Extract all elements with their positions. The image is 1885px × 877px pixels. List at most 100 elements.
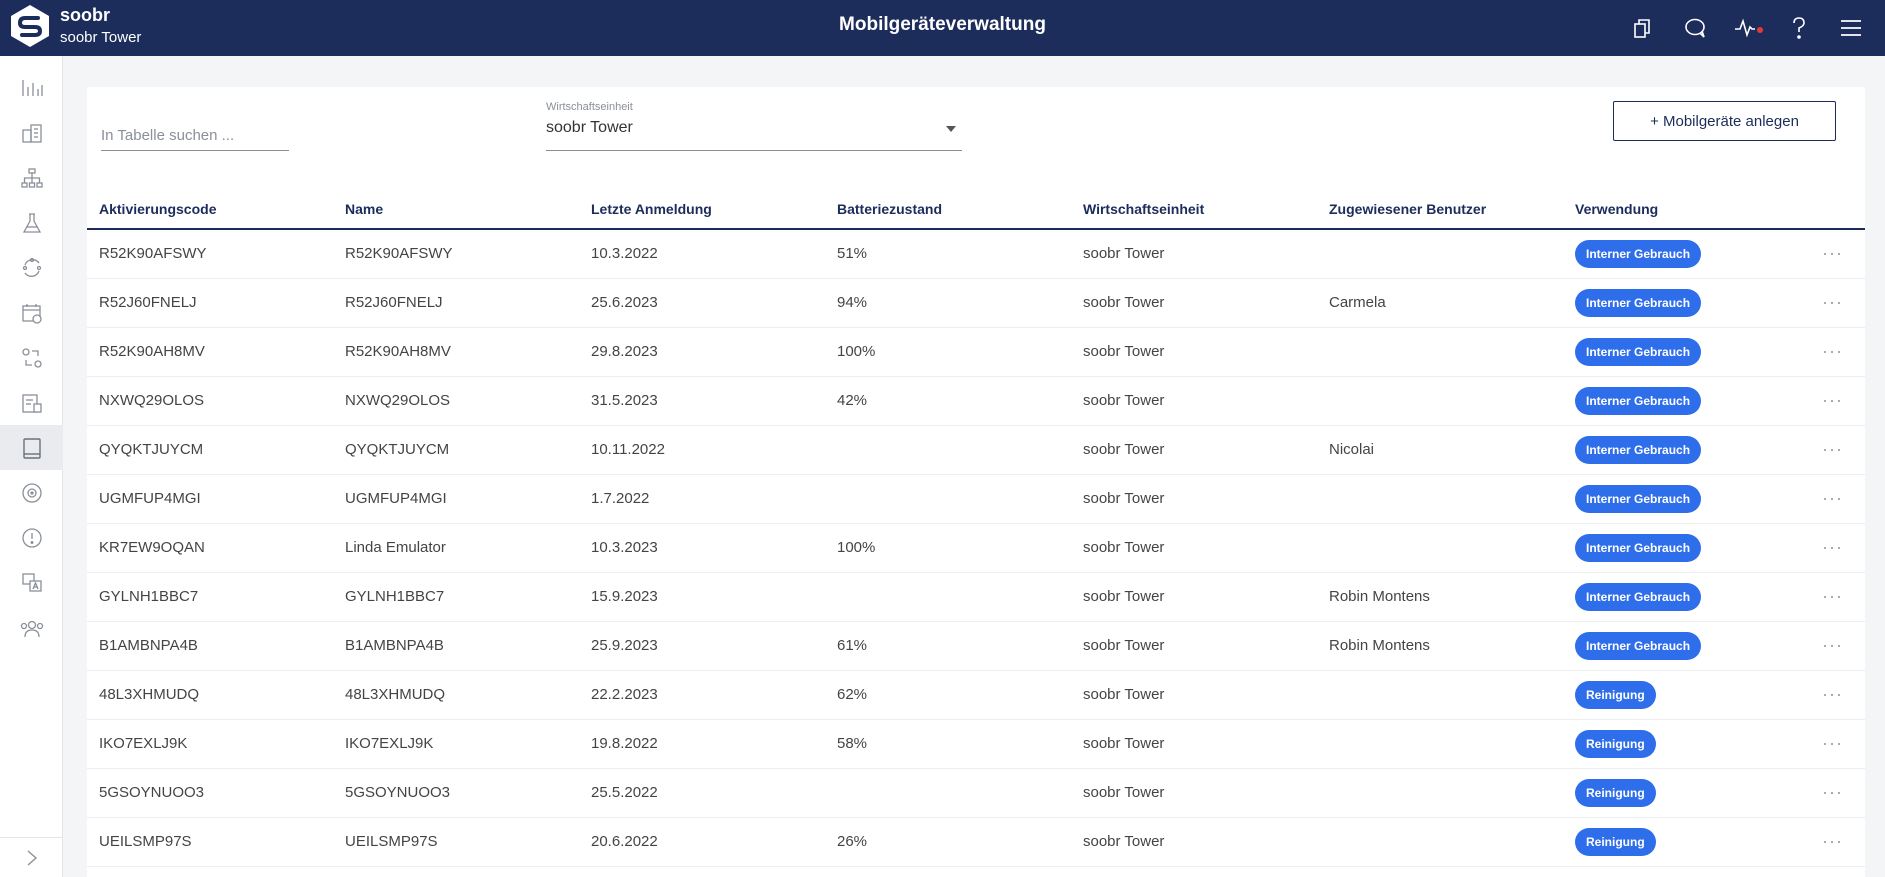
business-unit-cell: soobr Tower	[1071, 817, 1317, 867]
table-row[interactable]: UGMFUP4MGI UGMFUP4MGI 1.7.2022 soobr Tower I…	[87, 474, 1865, 524]
assigned-user-cell: Carmela	[1317, 278, 1563, 328]
usage-badge: Interner Gebrauch	[1575, 386, 1702, 415]
usage-cell: Interner Gebrauch	[1563, 572, 1809, 622]
column-header[interactable]: Zugewiesener Benutzer	[1317, 189, 1563, 230]
search-input[interactable]	[101, 121, 289, 151]
column-header[interactable]: Verwendung	[1563, 189, 1809, 230]
usage-cell: Interner Gebrauch	[1563, 523, 1809, 573]
column-header[interactable]: Letzte Anmeldung	[579, 189, 825, 230]
business-unit-cell: soobr Tower	[1071, 327, 1317, 377]
row-more-icon[interactable]: ···	[1809, 376, 1865, 426]
translate-icon[interactable]	[0, 560, 63, 605]
row-more-icon[interactable]: ···	[1809, 327, 1865, 377]
tablet-icon[interactable]	[0, 425, 63, 470]
last-login-cell: 10.11.2022	[579, 425, 825, 475]
business-unit-cell: soobr Tower	[1071, 670, 1317, 720]
code-cell: R52K90AH8MV	[87, 327, 333, 377]
column-header[interactable]: Aktivierungscode	[87, 189, 333, 230]
row-more-icon[interactable]: ···	[1809, 425, 1865, 475]
table-row[interactable]: 48L3XHMUDQ 48L3XHMUDQ 22.2.2023 62% soobr To…	[87, 670, 1865, 720]
table-row[interactable]: GYLNH1BBC7 GYLNH1BBC7 15.9.2023 soobr Tower…	[87, 572, 1865, 622]
business-unit-cell: soobr Tower	[1071, 474, 1317, 524]
table-row[interactable]: 5GSOYNUOO3 5GSOYNUOO3 25.5.2022 soobr Tower…	[87, 768, 1865, 818]
row-more-icon[interactable]: ···	[1809, 817, 1865, 867]
column-header-actions	[1809, 189, 1865, 230]
usage-cell: Interner Gebrauch	[1563, 425, 1809, 475]
copy-icon[interactable]	[1627, 12, 1659, 44]
last-login-cell: 22.2.2023	[579, 670, 825, 720]
row-more-icon[interactable]: ···	[1809, 229, 1865, 279]
calendar-icon[interactable]	[0, 290, 63, 335]
sidebar-expand-button[interactable]	[0, 837, 63, 877]
cycle-icon[interactable]	[0, 245, 63, 290]
table-row[interactable]: KR7EW9OQAN Linda Emulator 10.3.2023 100% soo…	[87, 523, 1865, 573]
name-cell: R52J60FNELJ	[333, 278, 579, 328]
assigned-user-cell	[1317, 327, 1563, 377]
table-row[interactable]: QYQKTJUYCM QYQKTJUYCM 10.11.2022 soobr Towe…	[87, 425, 1865, 475]
row-more-icon[interactable]: ···	[1809, 768, 1865, 818]
battery-cell: 26%	[825, 817, 1071, 867]
bar-chart-icon[interactable]	[0, 65, 63, 110]
brand[interactable]: soobr soobr Tower	[8, 4, 141, 48]
table-row[interactable]: NXWQ29OLOS NXWQ29OLOS 31.5.2023 42% soobr To…	[87, 376, 1865, 426]
content-card: Wirtschaftseinheit soobr Tower + Mobilge…	[87, 87, 1865, 877]
column-header[interactable]: Wirtschaftseinheit	[1071, 189, 1317, 230]
row-more-icon[interactable]: ···	[1809, 670, 1865, 720]
name-cell: 48L3XHMUDQ	[333, 670, 579, 720]
table-row[interactable]: IKO7EXLJ9K IKO7EXLJ9K 19.8.2022 58% soobr To…	[87, 719, 1865, 769]
name-cell: B1AMBNPA4B	[333, 621, 579, 671]
battery-cell: 61%	[825, 621, 1071, 671]
table-row[interactable]: R52J60FNELJ R52J60FNELJ 25.6.2023 94% soobr …	[87, 278, 1865, 328]
row-more-icon[interactable]: ···	[1809, 719, 1865, 769]
table-row[interactable]: R52K90AFSWY R52K90AFSWY 10.3.2022 51% soobr …	[87, 229, 1865, 279]
building-icon[interactable]	[0, 110, 63, 155]
table-row[interactable]: UEILSMP97S UEILSMP97S 20.6.2022 26% soobr To…	[87, 817, 1865, 867]
assigned-user-cell: Nicolai	[1317, 425, 1563, 475]
usage-badge: Interner Gebrauch	[1575, 484, 1702, 513]
battery-cell: 100%	[825, 523, 1071, 573]
chevron-right-icon	[27, 849, 37, 866]
name-cell: UGMFUP4MGI	[333, 474, 579, 524]
business-unit-cell: soobr Tower	[1071, 523, 1317, 573]
help-icon[interactable]	[1783, 12, 1815, 44]
row-more-icon[interactable]: ···	[1809, 278, 1865, 328]
name-cell: R52K90AFSWY	[333, 229, 579, 279]
code-cell: B1AMBNPA4B	[87, 621, 333, 671]
target-icon[interactable]	[0, 470, 63, 515]
page-title: Mobilgeräteverwaltung	[839, 14, 1046, 35]
pulse-icon[interactable]	[1731, 12, 1763, 44]
code-cell: NXWQ29OLOS	[87, 376, 333, 426]
usage-badge: Reinigung	[1575, 680, 1656, 709]
menu-icon[interactable]	[1835, 12, 1867, 44]
usage-badge: Interner Gebrauch	[1575, 337, 1702, 366]
row-more-icon[interactable]: ···	[1809, 572, 1865, 622]
sidebar	[0, 56, 63, 877]
table-row[interactable]: R52K90AH8MV R52K90AH8MV 29.8.2023 100% soobr…	[87, 327, 1865, 377]
row-more-icon[interactable]: ···	[1809, 474, 1865, 524]
name-cell: R52K90AH8MV	[333, 327, 579, 377]
chat-icon[interactable]	[1679, 12, 1711, 44]
hierarchy-icon[interactable]	[0, 155, 63, 200]
table-row[interactable]: B1AMBNPA4B B1AMBNPA4B 25.9.2023 61% soobr To…	[87, 621, 1865, 671]
name-cell: NXWQ29OLOS	[333, 376, 579, 426]
battery-cell: 94%	[825, 278, 1071, 328]
row-more-icon[interactable]: ···	[1809, 523, 1865, 573]
code-cell: QYQKTJUYCM	[87, 425, 333, 475]
assigned-user-cell	[1317, 229, 1563, 279]
report-icon[interactable]	[0, 380, 63, 425]
last-login-cell: 10.3.2023	[579, 523, 825, 573]
column-header[interactable]: Batteriezustand	[825, 189, 1071, 230]
business-unit-select[interactable]: Wirtschaftseinheit soobr Tower	[546, 101, 962, 151]
row-more-icon[interactable]: ···	[1809, 621, 1865, 671]
name-cell: 5GSOYNUOO3	[333, 768, 579, 818]
column-header[interactable]: Name	[333, 189, 579, 230]
business-unit-cell: soobr Tower	[1071, 719, 1317, 769]
usage-cell: Interner Gebrauch	[1563, 278, 1809, 328]
add-mobile-devices-button[interactable]: + Mobilgeräte anlegen	[1613, 101, 1836, 141]
flask-icon[interactable]	[0, 200, 63, 245]
alert-icon[interactable]	[0, 515, 63, 560]
users-icon[interactable]	[0, 605, 63, 650]
code-cell: R52K90AFSWY	[87, 229, 333, 279]
top-bar: soobr soobr Tower Mobilgeräteverwaltung	[0, 0, 1885, 56]
transfer-icon[interactable]	[0, 335, 63, 380]
